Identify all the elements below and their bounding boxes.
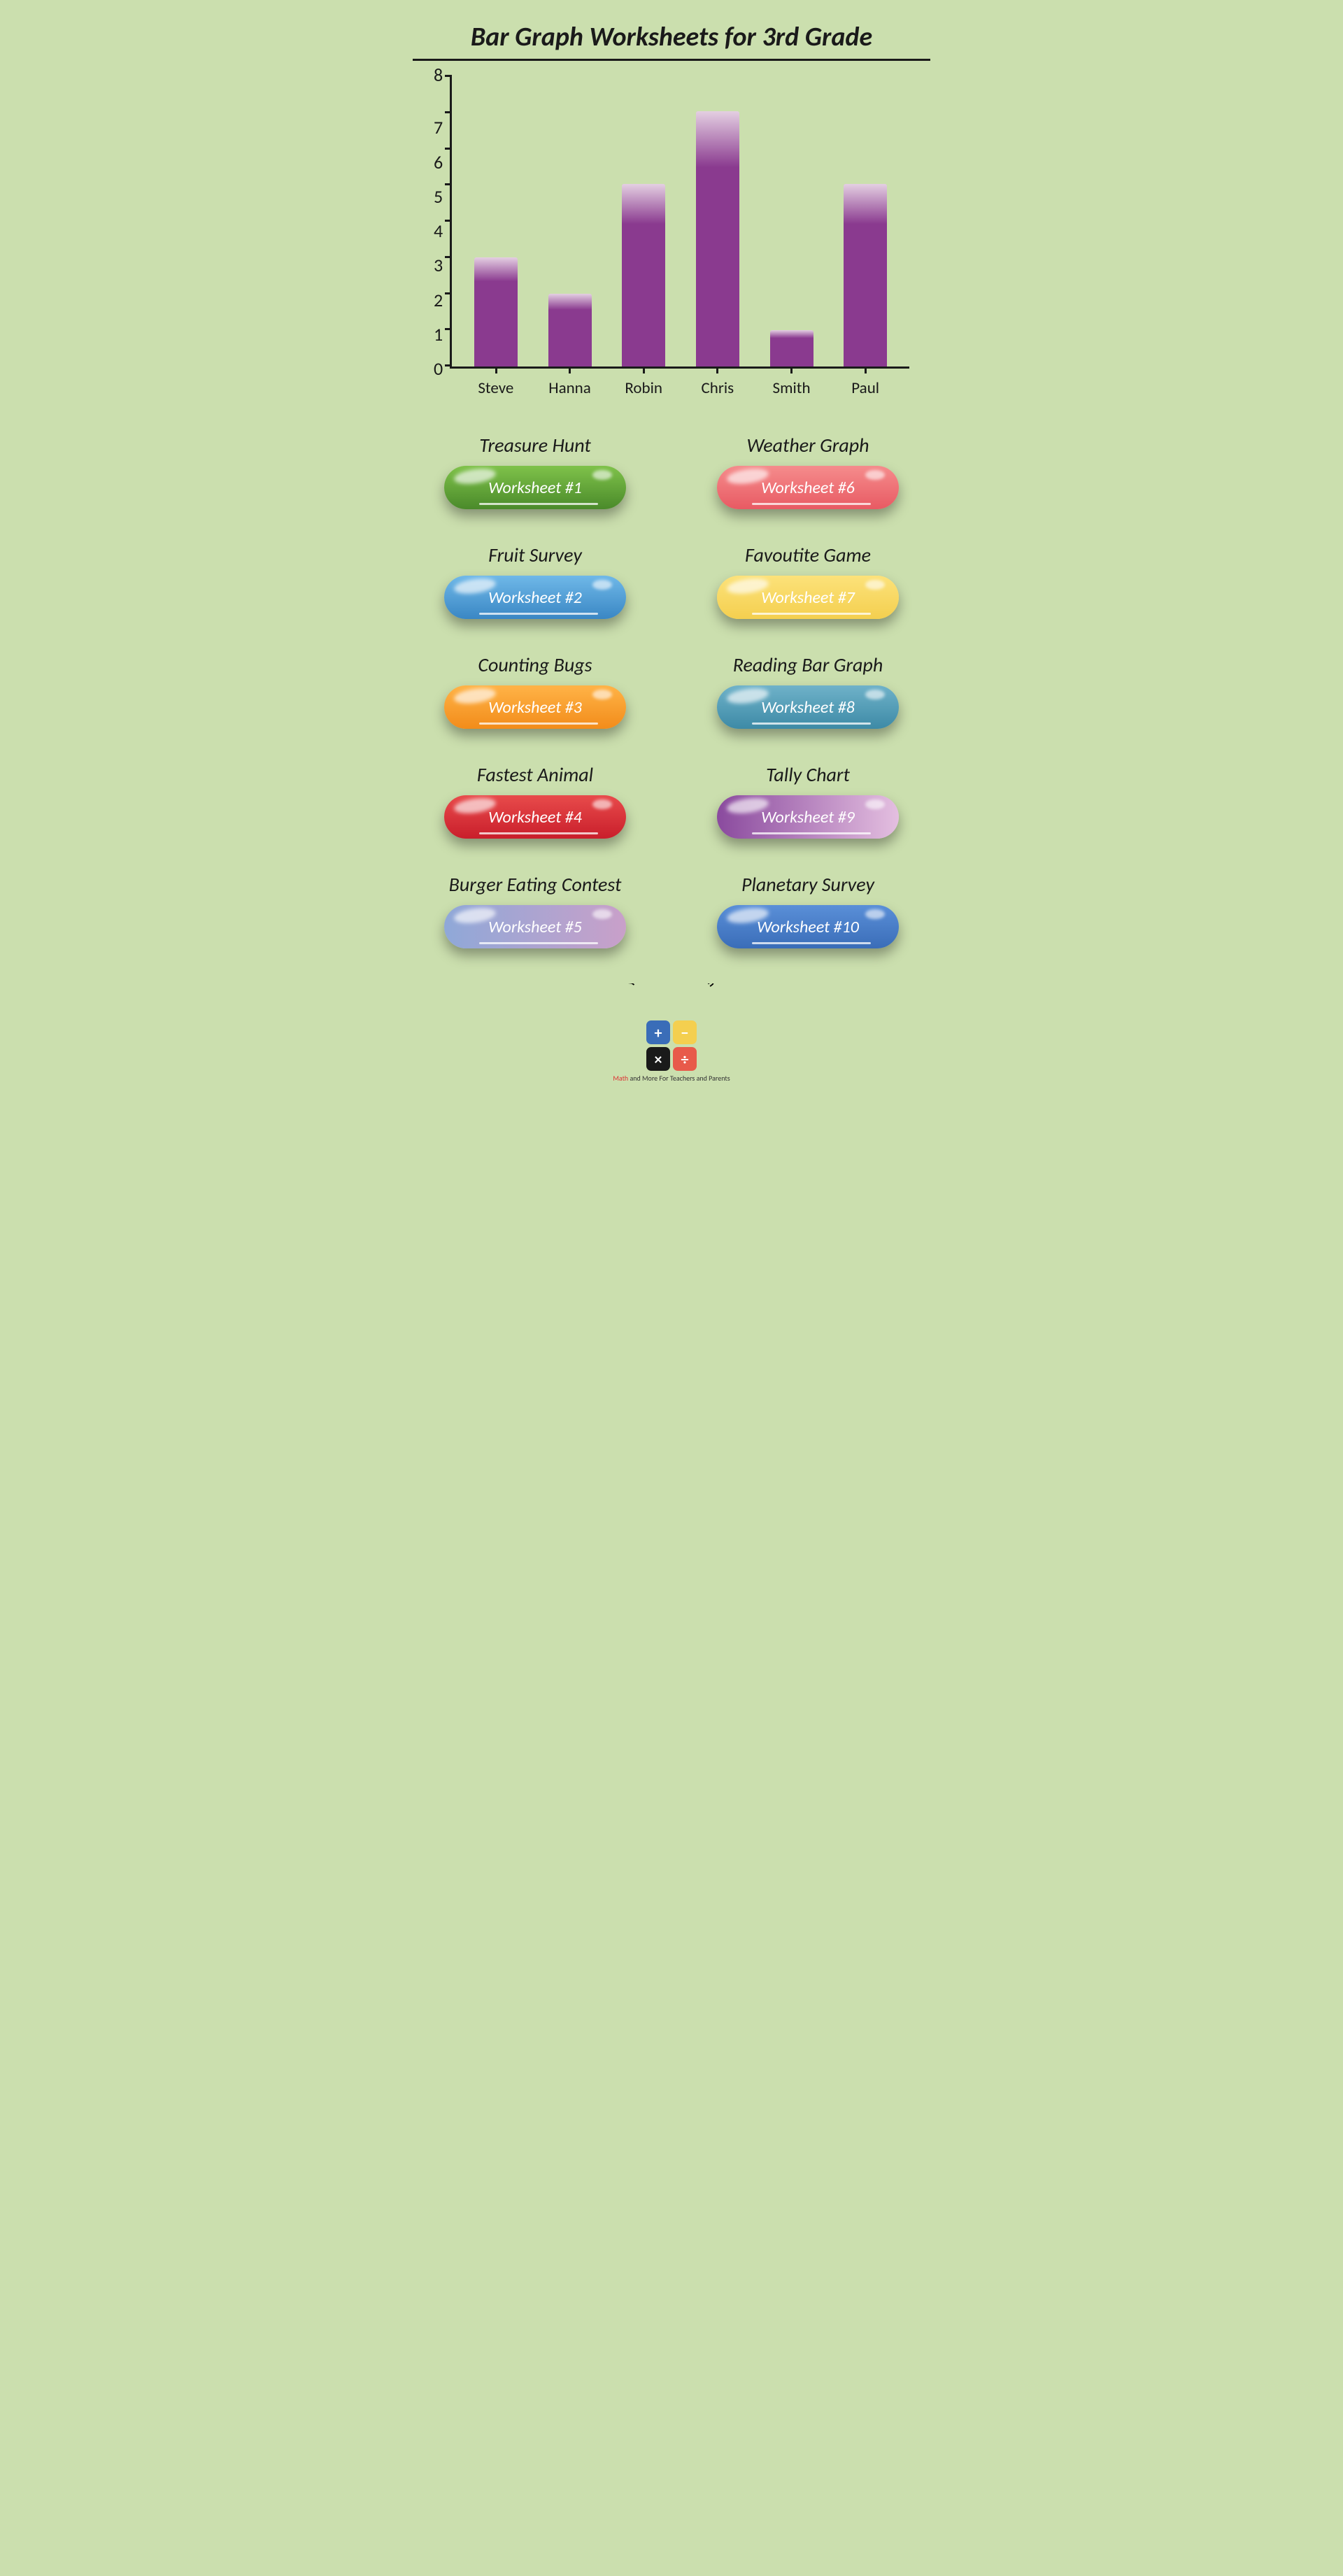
worksheet-button[interactable]: Worksheet #5 (444, 905, 626, 948)
worksheet-button-label: Worksheet #4 (488, 807, 582, 827)
worksheet-title: Counting Bugs (420, 653, 651, 677)
worksheet-button-label: Worksheet #2 (488, 588, 582, 608)
x-tick-label: Paul (828, 378, 902, 398)
worksheet-item: Treasure Hunt Worksheet #1 (420, 433, 651, 509)
y-tick-label: 4 (434, 222, 443, 240)
worksheet-button[interactable]: Worksheet #2 (444, 576, 626, 619)
bar (474, 257, 518, 367)
y-tick-label: 5 (434, 187, 443, 206)
x-tick-label: Smith (755, 378, 829, 398)
worksheet-button-label: Worksheet #6 (761, 478, 855, 498)
site-logo: You've Got This Math +−×÷ Math and More … (609, 983, 734, 1083)
worksheet-button[interactable]: Worksheet #10 (717, 905, 899, 948)
logo-tile: − (673, 1020, 697, 1044)
logo-tile: + (646, 1020, 670, 1044)
worksheet-title: Treasure Hunt (420, 433, 651, 457)
logo-arc-text: You've Got This Math (616, 983, 727, 1017)
worksheet-item: Planetary Survey Worksheet #10 (692, 872, 923, 948)
bar-chart: 876543210 SteveHannaRobinChrisSmithPaul (434, 75, 909, 398)
worksheet-item: Weather Graph Worksheet #6 (692, 433, 923, 509)
worksheet-button[interactable]: Worksheet #6 (717, 466, 899, 509)
svg-text:You've Got This Math: You've Got This Math (625, 983, 717, 988)
worksheet-button-label: Worksheet #1 (488, 478, 582, 498)
bar (844, 184, 887, 367)
worksheet-button[interactable]: Worksheet #3 (444, 685, 626, 729)
y-tick-label: 6 (434, 153, 443, 171)
logo-icon-grid: +−×÷ (646, 1020, 697, 1071)
worksheet-button[interactable]: Worksheet #9 (717, 795, 899, 839)
logo-tile: × (646, 1047, 670, 1071)
bar (622, 184, 665, 367)
x-tick-label: Chris (681, 378, 755, 398)
worksheet-button[interactable]: Worksheet #4 (444, 795, 626, 839)
logo-tagline: Math and More For Teachers and Parents (609, 1074, 734, 1083)
worksheet-button[interactable]: Worksheet #1 (444, 466, 626, 509)
page-title: Bar Graph Worksheets for 3rd Grade (413, 21, 930, 61)
worksheet-title: Tally Chart (692, 762, 923, 787)
worksheet-button-label: Worksheet #10 (757, 917, 859, 937)
worksheet-title: Fruit Survey (420, 543, 651, 567)
worksheet-title: Reading Bar Graph (692, 653, 923, 677)
worksheet-title: Weather Graph (692, 433, 923, 457)
worksheet-item: Fruit Survey Worksheet #2 (420, 543, 651, 619)
worksheet-item: Favoutite Game Worksheet #7 (692, 543, 923, 619)
worksheet-button[interactable]: Worksheet #7 (717, 576, 899, 619)
y-tick-label: 1 (434, 325, 443, 343)
plot-area (450, 75, 909, 369)
bar (770, 330, 813, 367)
worksheet-title: Favoutite Game (692, 543, 923, 567)
x-tick-label: Hanna (533, 378, 607, 398)
worksheet-item: Tally Chart Worksheet #9 (692, 762, 923, 839)
worksheet-title: Fastest Animal (420, 762, 651, 787)
worksheet-item: Reading Bar Graph Worksheet #8 (692, 653, 923, 729)
worksheet-title: Planetary Survey (692, 872, 923, 897)
worksheet-button[interactable]: Worksheet #8 (717, 685, 899, 729)
bar (548, 294, 592, 367)
worksheet-button-label: Worksheet #7 (761, 588, 855, 608)
x-tick-label: Robin (606, 378, 681, 398)
x-tick-label: Steve (459, 378, 533, 398)
worksheet-button-label: Worksheet #5 (488, 917, 582, 937)
worksheet-item: Counting Bugs Worksheet #3 (420, 653, 651, 729)
y-tick-label: 3 (434, 256, 443, 274)
y-tick-label: 8 (434, 66, 443, 84)
worksheet-title: Burger Eating Contest (420, 872, 651, 897)
y-tick-label: 2 (434, 291, 443, 309)
logo-tile: ÷ (673, 1047, 697, 1071)
worksheet-grid: Treasure Hunt Worksheet #1 Weather Graph Wo… (413, 433, 930, 948)
worksheet-button-label: Worksheet #9 (761, 807, 855, 827)
bar (696, 111, 739, 367)
worksheet-item: Fastest Animal Worksheet #4 (420, 762, 651, 839)
y-tick-label: 7 (434, 118, 443, 136)
worksheet-button-label: Worksheet #8 (761, 697, 855, 718)
worksheet-item: Burger Eating Contest Worksheet #5 (420, 872, 651, 948)
y-tick-label: 0 (434, 360, 443, 378)
worksheet-button-label: Worksheet #3 (488, 697, 582, 718)
